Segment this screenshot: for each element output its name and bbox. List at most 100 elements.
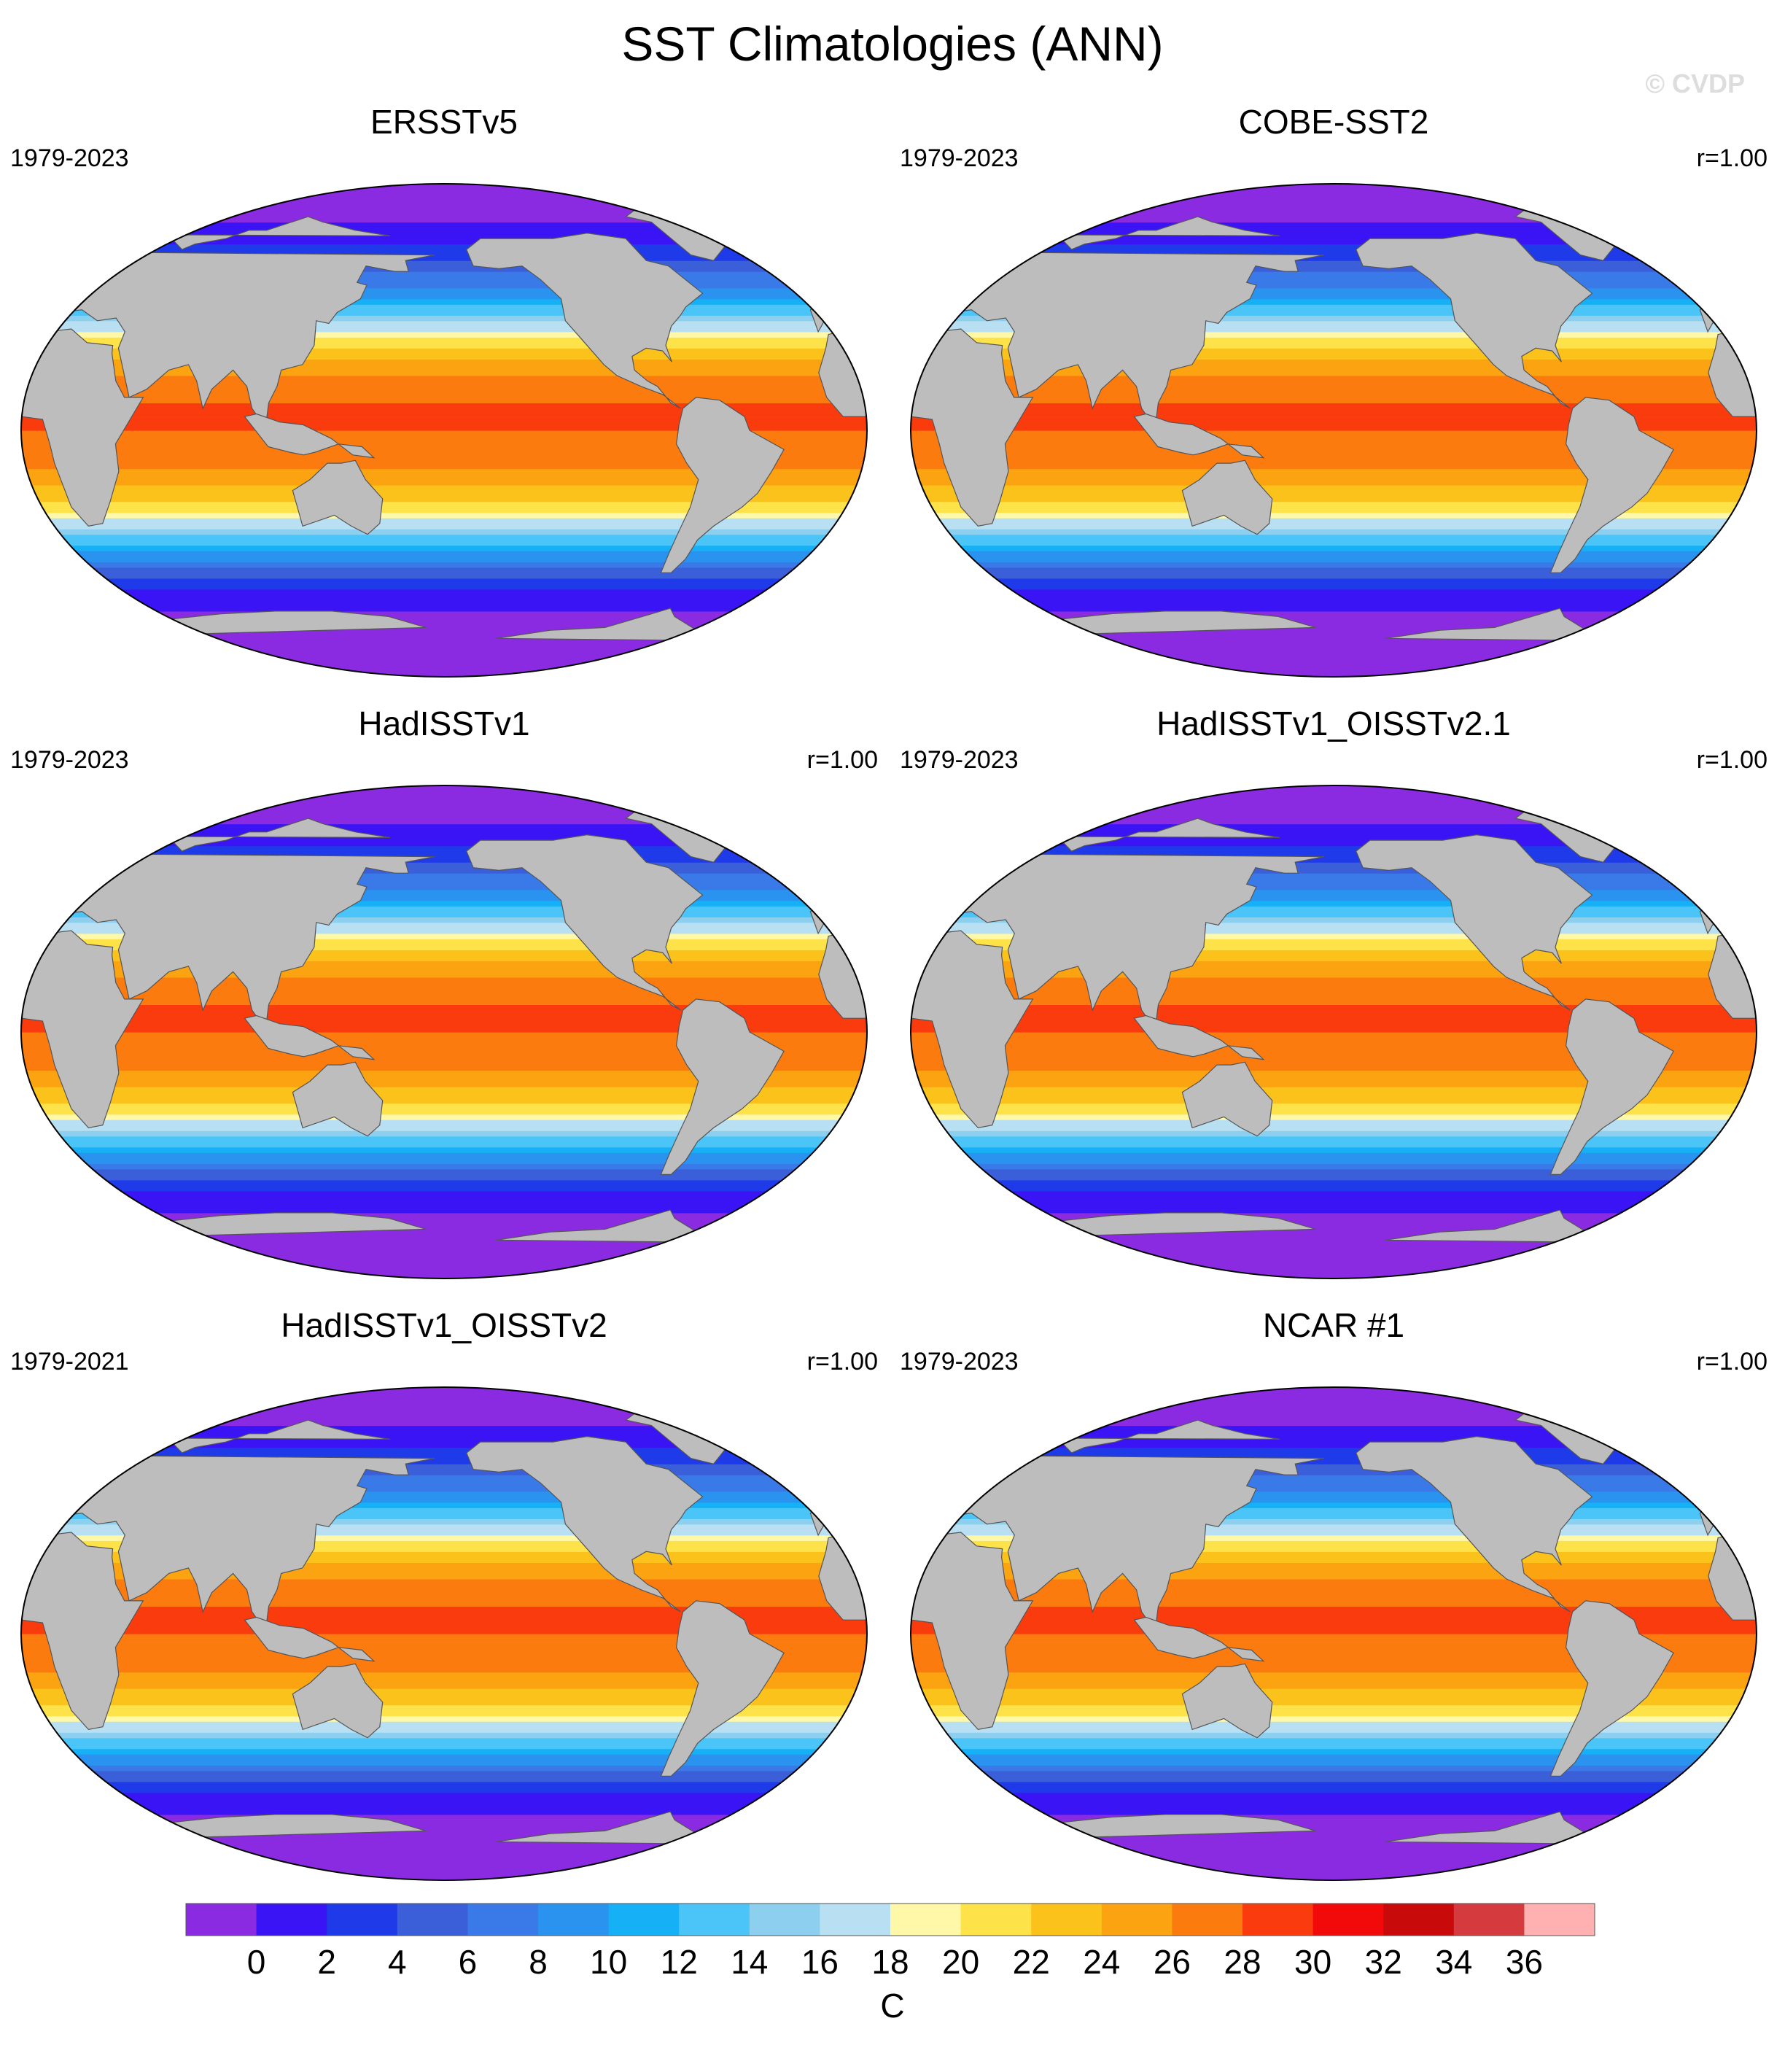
sst-band xyxy=(911,408,1757,415)
sst-band xyxy=(21,342,867,349)
land-mass xyxy=(1181,1061,1273,1137)
sst-band xyxy=(911,862,1757,869)
sst-band xyxy=(21,1120,867,1126)
sst-band xyxy=(911,217,1757,223)
sst-band xyxy=(21,1087,867,1093)
sst-band xyxy=(911,1486,1757,1492)
sst-band xyxy=(21,1009,867,1017)
sst-band xyxy=(21,562,867,568)
sst-band xyxy=(911,1611,1757,1618)
sst-band xyxy=(911,1020,1757,1028)
sst-band xyxy=(21,594,867,601)
sst-band xyxy=(911,906,1757,912)
sst-band xyxy=(21,265,867,272)
sst-band xyxy=(911,184,1757,190)
sst-band xyxy=(21,1409,867,1416)
sst-band xyxy=(911,971,1757,978)
sst-band xyxy=(911,1125,1757,1131)
sst-band xyxy=(911,1256,1757,1263)
sst-band xyxy=(911,1245,1757,1252)
sst-band xyxy=(911,1174,1757,1181)
sst-band xyxy=(21,1524,867,1530)
sst-band xyxy=(21,1240,867,1246)
colorbar-swatch xyxy=(327,1904,398,1936)
sst-band xyxy=(911,1120,1757,1126)
sst-band xyxy=(21,244,867,250)
figure-title: SST Climatologies (ANN) xyxy=(621,17,1164,71)
sst-band xyxy=(21,523,867,529)
sst-band xyxy=(911,233,1757,239)
sst-band xyxy=(21,1267,867,1274)
sst-band xyxy=(21,1820,867,1826)
sst-band xyxy=(911,1480,1757,1486)
sst-band xyxy=(21,1245,867,1252)
colorbar-tick-label: 22 xyxy=(1013,1943,1050,1981)
sst-band xyxy=(911,1721,1757,1728)
sst-band xyxy=(21,1273,867,1278)
sst-band xyxy=(21,512,867,519)
sst-band xyxy=(21,862,867,869)
sst-band xyxy=(911,1458,1757,1464)
sst-band xyxy=(21,1026,867,1033)
sst-band xyxy=(911,895,1757,901)
sst-band xyxy=(911,304,1757,311)
sst-band xyxy=(21,364,867,370)
sst-band xyxy=(21,1600,867,1607)
sst-band xyxy=(911,1743,1757,1750)
land-mass xyxy=(1181,1663,1273,1739)
sst-band xyxy=(911,1420,1757,1427)
sst-band xyxy=(21,479,867,486)
sst-band xyxy=(911,1842,1757,1848)
sst-band xyxy=(21,867,867,874)
sst-band xyxy=(911,1442,1757,1448)
sst-band xyxy=(21,1534,867,1541)
sst-band xyxy=(21,1491,867,1497)
sst-band xyxy=(21,1699,867,1706)
land-mass xyxy=(1356,1435,1593,1613)
sst-band xyxy=(911,643,1757,651)
sst-band xyxy=(21,1103,867,1109)
sst-band xyxy=(911,1595,1757,1602)
sst-band xyxy=(911,1688,1757,1695)
period-label: 1979-2021 xyxy=(10,1348,129,1375)
sst-band xyxy=(21,424,867,431)
sst-band xyxy=(21,671,867,677)
sst-band xyxy=(911,1809,1757,1815)
panel-title: NCAR #1 xyxy=(1262,1306,1405,1344)
sst-band xyxy=(21,961,867,967)
sst-band xyxy=(911,944,1757,950)
sst-band xyxy=(911,1223,1757,1230)
sst-map xyxy=(20,183,868,678)
sst-band xyxy=(21,939,867,945)
sst-band xyxy=(911,1606,1757,1613)
sst-band xyxy=(911,315,1757,322)
sst-band xyxy=(911,654,1757,661)
sst-band xyxy=(21,1469,867,1475)
land-mass xyxy=(1356,232,1593,409)
sst-band xyxy=(21,567,867,573)
sst-band xyxy=(911,1157,1757,1164)
map-border xyxy=(20,1386,868,1881)
land-mass xyxy=(466,232,704,409)
sst-band xyxy=(21,1743,867,1750)
sst-band xyxy=(21,1578,867,1585)
sst-band xyxy=(911,1726,1757,1733)
correlation-label: r=1.00 xyxy=(806,746,878,774)
colorbar-swatch xyxy=(1242,1904,1314,1936)
sst-band xyxy=(911,1645,1757,1651)
sst-band xyxy=(21,1622,867,1629)
sst-band xyxy=(911,342,1757,349)
sst-band xyxy=(911,977,1757,983)
sst-band xyxy=(21,551,867,557)
sst-band xyxy=(21,1551,867,1558)
sst-band xyxy=(911,1869,1757,1876)
sst-band xyxy=(21,1218,867,1225)
sst-band xyxy=(911,1529,1757,1536)
land-mass xyxy=(1549,998,1674,1175)
sst-band xyxy=(21,1256,867,1263)
sst-band xyxy=(911,1852,1757,1859)
sst-band xyxy=(21,895,867,901)
sst-band xyxy=(911,1737,1757,1744)
colorbar-tick-label: 14 xyxy=(731,1943,768,1981)
sst-band xyxy=(21,1732,867,1739)
